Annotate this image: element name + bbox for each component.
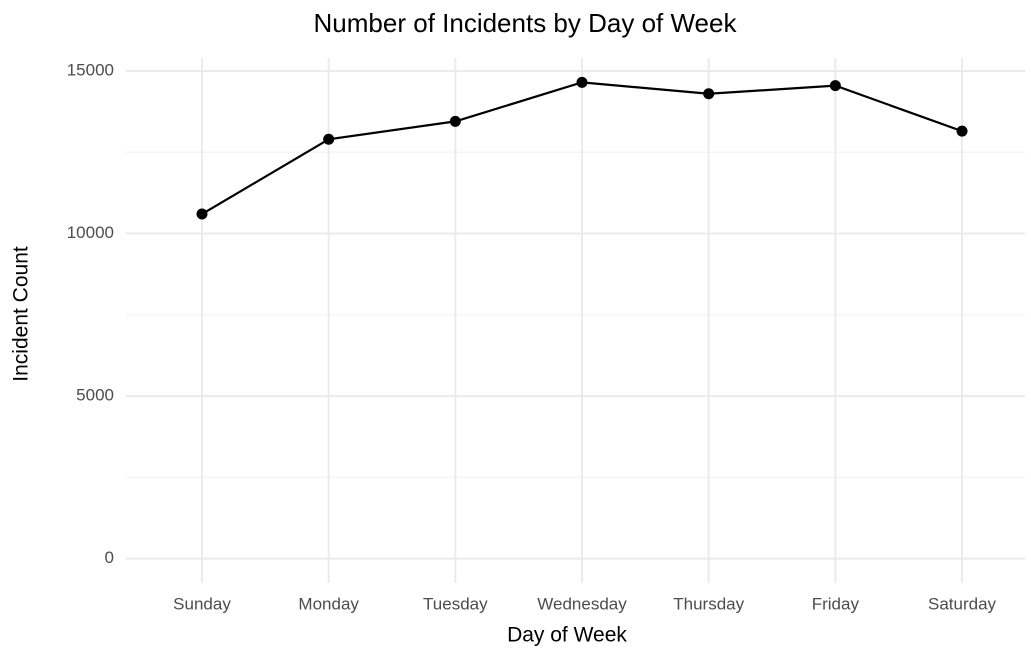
x-tick-label: Wednesday [537, 594, 627, 613]
grid [126, 58, 1025, 583]
x-tick-label: Monday [298, 594, 359, 613]
point [449, 115, 461, 127]
x-axis-title: Day of Week [507, 624, 627, 647]
marks [196, 76, 968, 220]
x-tick-label: Tuesday [423, 594, 488, 613]
x-tick-label: Saturday [928, 594, 997, 613]
y-tick-label: 15000 [67, 60, 114, 79]
point [829, 80, 841, 92]
point [323, 133, 335, 145]
point [956, 125, 968, 137]
x-tick-label: Thursday [673, 594, 744, 613]
y-tick-label: 5000 [76, 386, 114, 405]
y-axis-title: Incident Count [10, 246, 33, 382]
y-tick-label: 0 [105, 548, 114, 567]
x-tick-label: Friday [812, 594, 860, 613]
y-tick-label: 10000 [67, 223, 114, 242]
point [196, 208, 208, 220]
point [703, 88, 715, 100]
x-tick-label: Sunday [173, 594, 231, 613]
chart-title: Number of Incidents by Day of Week [314, 8, 738, 38]
point [576, 76, 588, 88]
